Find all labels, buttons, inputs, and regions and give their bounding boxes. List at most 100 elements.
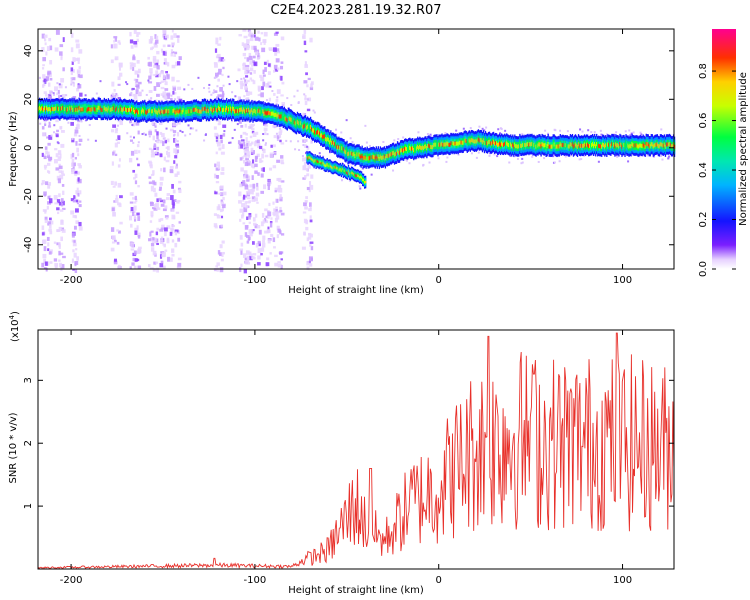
heatmap-speckle bbox=[215, 265, 219, 268]
heatmap-speckle bbox=[208, 90, 211, 93]
heatmap-cell bbox=[444, 142, 446, 147]
heatmap-speckle bbox=[569, 154, 572, 157]
heatmap-speckle bbox=[244, 152, 247, 156]
heatmap-cell bbox=[554, 143, 556, 148]
heatmap-speckle bbox=[303, 218, 308, 224]
heatmap-speckle bbox=[248, 229, 253, 234]
heatmap-speckle bbox=[162, 208, 167, 212]
heatmap-cell bbox=[333, 166, 335, 169]
heatmap-cell bbox=[642, 142, 644, 147]
heatmap-cell bbox=[416, 146, 418, 151]
heatmap-speckle bbox=[147, 56, 150, 60]
heatmap-cell bbox=[327, 164, 329, 168]
heatmap-cell bbox=[623, 143, 625, 148]
heatmap-speckle bbox=[129, 119, 132, 124]
heatmap-cell bbox=[575, 143, 578, 148]
heatmap-cell bbox=[337, 145, 339, 150]
heatmap-speckle bbox=[270, 144, 273, 148]
colorbar-tick-label: 0.6 bbox=[698, 113, 709, 129]
heatmap-cell bbox=[212, 108, 215, 113]
heatmap-speckle bbox=[212, 91, 215, 94]
heatmap-speckle bbox=[39, 122, 42, 125]
top-y-tick-label: -20 bbox=[23, 188, 34, 204]
heatmap-speckle bbox=[405, 159, 408, 162]
heatmap-speckle bbox=[136, 225, 139, 230]
heatmap-cell bbox=[328, 164, 330, 167]
heatmap-speckle bbox=[153, 44, 158, 48]
heatmap-speckle bbox=[77, 83, 80, 86]
heatmap-cell bbox=[170, 108, 172, 113]
heatmap-cell bbox=[302, 124, 305, 129]
heatmap-cell bbox=[116, 107, 119, 112]
heatmap-speckle bbox=[216, 53, 221, 58]
heatmap-cell bbox=[593, 143, 595, 148]
heatmap-speckle bbox=[187, 124, 190, 127]
heatmap-speckle bbox=[274, 51, 278, 56]
heatmap-cell bbox=[323, 163, 325, 167]
heatmap-cell bbox=[73, 105, 75, 111]
heatmap-speckle bbox=[49, 45, 53, 51]
colorbar-label: Normalized spectral amplitude bbox=[738, 72, 749, 226]
heatmap-speckle bbox=[276, 177, 280, 182]
heatmap-speckle bbox=[133, 201, 137, 204]
heatmap-speckle bbox=[160, 260, 164, 264]
heatmap-speckle bbox=[241, 83, 245, 87]
heatmap-cell bbox=[484, 139, 487, 144]
heatmap-speckle bbox=[260, 173, 264, 178]
heatmap-speckle bbox=[116, 124, 119, 127]
heatmap-cell bbox=[511, 144, 513, 149]
heatmap-speckle bbox=[55, 153, 59, 158]
heatmap-speckle bbox=[396, 160, 399, 163]
heatmap-speckle bbox=[48, 159, 52, 162]
heatmap-speckle bbox=[56, 141, 59, 144]
heatmap-speckle bbox=[243, 170, 248, 175]
heatmap-speckle bbox=[46, 236, 50, 241]
heatmap-speckle bbox=[166, 62, 170, 67]
heatmap-speckle bbox=[250, 34, 253, 38]
heatmap-cell bbox=[426, 146, 428, 151]
heatmap-cell bbox=[496, 142, 499, 147]
heatmap-cell bbox=[460, 140, 462, 145]
heatmap-speckle bbox=[174, 138, 177, 143]
heatmap-cell bbox=[362, 178, 365, 182]
heatmap-speckle bbox=[148, 131, 153, 136]
heatmap-cell bbox=[151, 109, 153, 114]
heatmap-cell bbox=[315, 129, 317, 134]
heatmap-speckle bbox=[254, 141, 257, 147]
heatmap-speckle bbox=[149, 267, 154, 270]
heatmap-speckle bbox=[221, 206, 224, 212]
heatmap-speckle bbox=[248, 253, 253, 257]
heatmap-cell bbox=[210, 107, 213, 112]
heatmap-cell bbox=[138, 110, 140, 115]
heatmap-cell bbox=[429, 144, 431, 149]
heatmap-cell bbox=[430, 144, 432, 150]
heatmap-cell bbox=[157, 110, 159, 115]
heatmap-speckle bbox=[41, 262, 45, 268]
heatmap-cell bbox=[629, 143, 631, 148]
heatmap-cell bbox=[569, 142, 572, 147]
heatmap-speckle bbox=[249, 91, 253, 95]
heatmap-speckle bbox=[247, 159, 251, 163]
heatmap-speckle bbox=[267, 71, 271, 75]
heatmap-speckle bbox=[245, 67, 249, 71]
heatmap-speckle bbox=[306, 146, 310, 150]
heatmap-speckle bbox=[149, 231, 152, 237]
heatmap-cell bbox=[266, 111, 268, 116]
heatmap-speckle bbox=[214, 63, 218, 68]
heatmap-speckle bbox=[221, 144, 225, 149]
heatmap-speckle bbox=[268, 179, 271, 182]
heatmap-speckle bbox=[256, 49, 260, 53]
heatmap-speckle bbox=[244, 123, 247, 128]
heatmap-speckle bbox=[216, 161, 220, 167]
heatmap-speckle bbox=[56, 175, 60, 181]
heatmap-speckle bbox=[58, 165, 63, 170]
heatmap-cell bbox=[298, 121, 301, 126]
heatmap-speckle bbox=[219, 185, 224, 190]
heatmap-speckle bbox=[245, 75, 249, 78]
heatmap-speckle bbox=[306, 108, 311, 112]
heatmap-cell bbox=[605, 143, 607, 148]
heatmap-speckle bbox=[392, 169, 395, 172]
heatmap-cell bbox=[372, 154, 374, 159]
heatmap-speckle bbox=[521, 157, 524, 160]
heatmap-speckle bbox=[258, 145, 263, 150]
